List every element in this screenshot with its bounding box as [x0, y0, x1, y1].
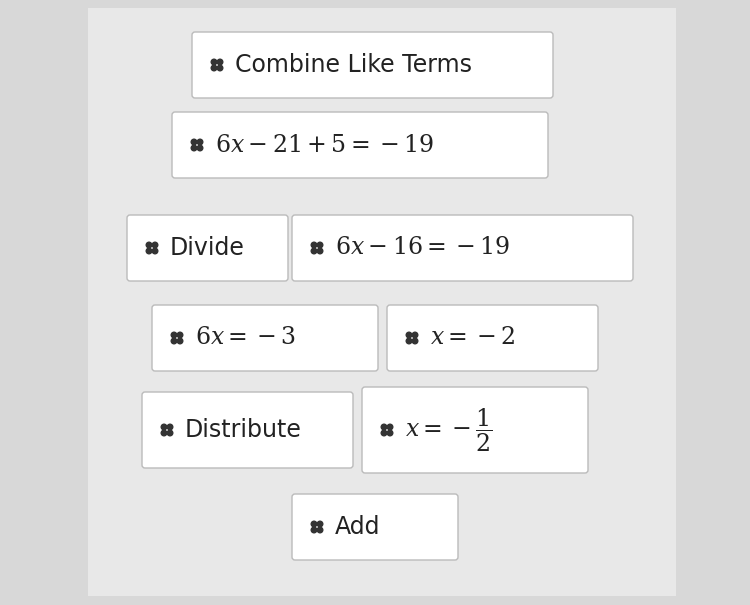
FancyBboxPatch shape	[0, 0, 88, 605]
Circle shape	[197, 139, 202, 145]
Text: $6x = -3$: $6x = -3$	[195, 327, 296, 350]
Text: Add: Add	[335, 515, 380, 539]
FancyBboxPatch shape	[676, 0, 750, 605]
Circle shape	[311, 527, 316, 533]
Circle shape	[171, 338, 177, 344]
Circle shape	[381, 424, 387, 430]
Circle shape	[387, 424, 393, 430]
FancyBboxPatch shape	[192, 32, 553, 98]
Circle shape	[317, 527, 322, 533]
Text: Combine Like Terms: Combine Like Terms	[235, 53, 472, 77]
Circle shape	[217, 65, 223, 71]
Circle shape	[171, 332, 177, 338]
Circle shape	[387, 430, 393, 436]
Circle shape	[311, 242, 316, 248]
FancyBboxPatch shape	[172, 112, 548, 178]
Circle shape	[177, 338, 183, 344]
FancyBboxPatch shape	[142, 392, 353, 468]
Circle shape	[146, 242, 152, 248]
Circle shape	[146, 248, 152, 254]
Circle shape	[413, 332, 418, 338]
Circle shape	[311, 521, 316, 527]
Circle shape	[191, 139, 196, 145]
Circle shape	[167, 424, 172, 430]
Circle shape	[161, 430, 166, 436]
FancyBboxPatch shape	[88, 8, 676, 596]
Circle shape	[413, 338, 418, 344]
Circle shape	[311, 248, 316, 254]
FancyBboxPatch shape	[292, 215, 633, 281]
Circle shape	[177, 332, 183, 338]
Text: $6x - 16 = -19$: $6x - 16 = -19$	[335, 237, 510, 260]
Circle shape	[406, 332, 412, 338]
Text: Divide: Divide	[170, 236, 244, 260]
Circle shape	[167, 430, 172, 436]
Circle shape	[197, 145, 202, 151]
Circle shape	[191, 145, 196, 151]
Circle shape	[211, 59, 217, 65]
Text: $x = -\dfrac{1}{2}$: $x = -\dfrac{1}{2}$	[405, 407, 493, 454]
Text: $x = -2$: $x = -2$	[430, 327, 515, 350]
Circle shape	[152, 242, 157, 248]
Circle shape	[217, 59, 223, 65]
FancyBboxPatch shape	[152, 305, 378, 371]
Circle shape	[161, 424, 166, 430]
Circle shape	[317, 521, 322, 527]
FancyBboxPatch shape	[127, 215, 288, 281]
FancyBboxPatch shape	[292, 494, 458, 560]
Circle shape	[211, 65, 217, 71]
Circle shape	[406, 338, 412, 344]
Circle shape	[317, 242, 322, 248]
Text: $6x - 21 + 5 = -19$: $6x - 21 + 5 = -19$	[215, 134, 434, 157]
Circle shape	[317, 248, 322, 254]
FancyBboxPatch shape	[362, 387, 588, 473]
FancyBboxPatch shape	[387, 305, 598, 371]
Circle shape	[152, 248, 157, 254]
Text: Distribute: Distribute	[185, 418, 302, 442]
Circle shape	[381, 430, 387, 436]
